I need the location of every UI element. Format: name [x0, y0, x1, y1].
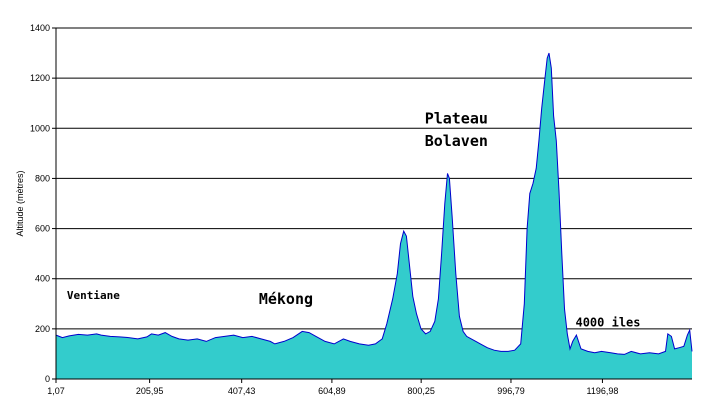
- annotation-label: Plateau: [425, 109, 488, 127]
- x-tick-label: 1196,98: [586, 386, 618, 396]
- y-tick-label: 200: [35, 324, 50, 334]
- x-tick-label: 407,43: [228, 386, 256, 396]
- x-tick-label: 205,95: [136, 386, 164, 396]
- area-fill: [56, 53, 692, 379]
- x-tick-label: 996,79: [497, 386, 525, 396]
- y-tick-label: 1000: [30, 123, 50, 133]
- annotation-label: 4000 iles: [575, 315, 640, 329]
- annotation-label: Mékong: [259, 290, 313, 308]
- y-tick-label: 400: [35, 274, 50, 284]
- grid-layer: [56, 27, 692, 330]
- x-tick-label: 800,25: [407, 386, 435, 396]
- y-tick-label: 1400: [30, 23, 50, 33]
- axis-layer: [52, 27, 692, 383]
- x-tick-label: 1,07: [47, 386, 65, 396]
- y-axis-title: Altitude (mètres): [15, 170, 25, 236]
- y-tick-label: 800: [35, 173, 50, 183]
- annotation-label: Bolaven: [425, 132, 488, 150]
- annotation-layer: Ventiane Mékong Plateau Bolaven 4000 iles: [67, 109, 641, 329]
- y-tick-label: 600: [35, 224, 50, 234]
- x-tick-label: 604,89: [318, 386, 346, 396]
- series-line: [55, 52, 693, 355]
- area-layer: [55, 52, 693, 379]
- y-tick-label: 1200: [30, 73, 50, 83]
- label-layer: 0 200 400 600 800 1000 1200 1400 1,07 205,95 407,4…: [30, 23, 618, 396]
- annotation-label: Ventiane: [67, 289, 120, 302]
- y-tick-label: 0: [45, 374, 50, 384]
